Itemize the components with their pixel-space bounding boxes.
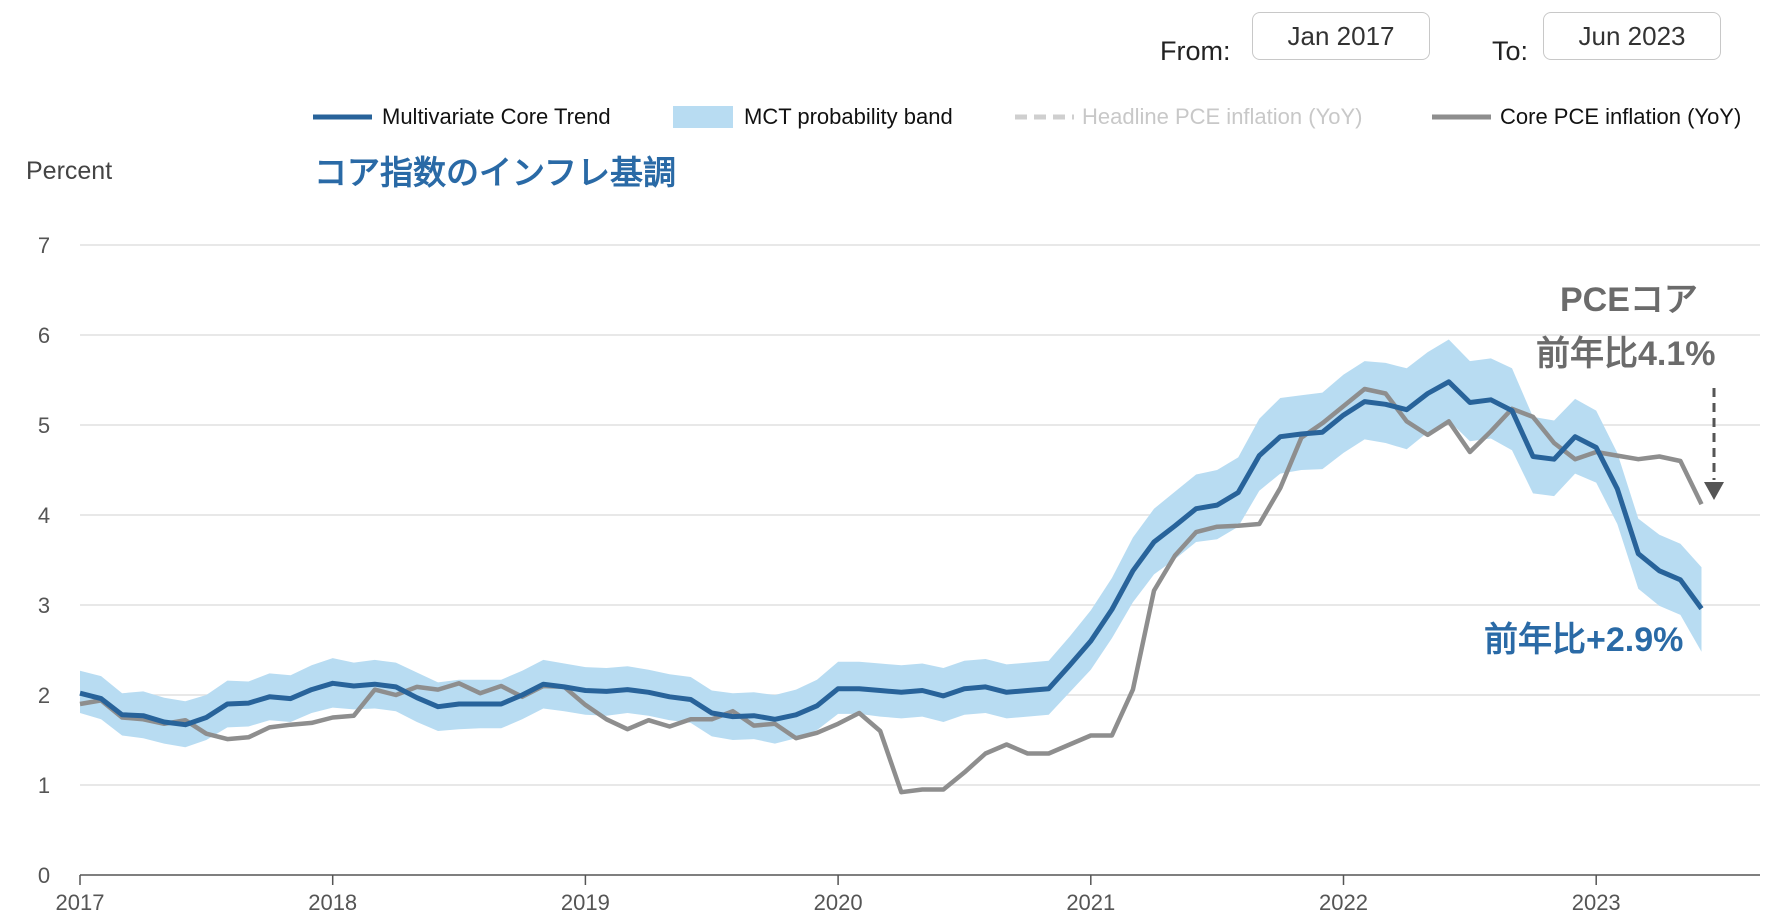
x-axis (79, 874, 1760, 885)
mct-probability-band (80, 339, 1702, 748)
legend-swatches (313, 106, 1491, 128)
legend-item-mct[interactable]: Multivariate Core Trend (382, 104, 611, 129)
x-tick-2021: 2021 (1066, 890, 1115, 915)
core-annotation-line2: 前年比4.1% (1536, 335, 1716, 373)
legend-item-core-pce[interactable]: Core PCE inflation (YoY) (1500, 104, 1742, 129)
chart-title: コア指数のインフレ基調 (314, 154, 677, 191)
to-label: To: (1492, 36, 1529, 66)
legend-swatch-mct-band (673, 106, 733, 128)
x-axis-ticks: 2017 2018 2019 2020 2021 2022 2023 (56, 890, 1621, 915)
y-tick-4: 4 (38, 503, 50, 528)
y-tick-7: 7 (38, 233, 50, 258)
core-annotation-arrow (1704, 388, 1724, 500)
x-tick-2023: 2023 (1572, 890, 1621, 915)
from-label: From: (1160, 36, 1231, 66)
from-date-input[interactable]: Jan 2017 (1252, 12, 1430, 60)
y-tick-2: 2 (38, 683, 50, 708)
y-tick-5: 5 (38, 413, 50, 438)
legend-item-mct-band[interactable]: MCT probability band (744, 104, 953, 129)
y-tick-6: 6 (38, 323, 50, 348)
x-tick-2022: 2022 (1319, 890, 1368, 915)
y-tick-0: 0 (38, 863, 50, 888)
x-tick-2018: 2018 (308, 890, 357, 915)
x-tick-2019: 2019 (561, 890, 610, 915)
mct-line (79, 379, 1704, 728)
core-annotation-line1: PCEコア (1560, 281, 1698, 319)
x-tick-2017: 2017 (56, 890, 105, 915)
y-tick-1: 1 (38, 773, 50, 798)
x-tick-2020: 2020 (814, 890, 863, 915)
core-pce-line (79, 386, 1704, 795)
y-axis-ticks: 0 1 2 3 4 5 6 7 (38, 233, 50, 888)
y-axis-label: Percent (26, 157, 113, 185)
legend-item-headline-pce[interactable]: Headline PCE inflation (YoY) (1082, 104, 1363, 129)
to-date-input[interactable]: Jun 2023 (1543, 12, 1721, 60)
band-area (80, 339, 1702, 748)
y-tick-3: 3 (38, 593, 50, 618)
series-lines (79, 379, 1704, 795)
mct-annotation: 前年比+2.9% (1484, 621, 1684, 659)
